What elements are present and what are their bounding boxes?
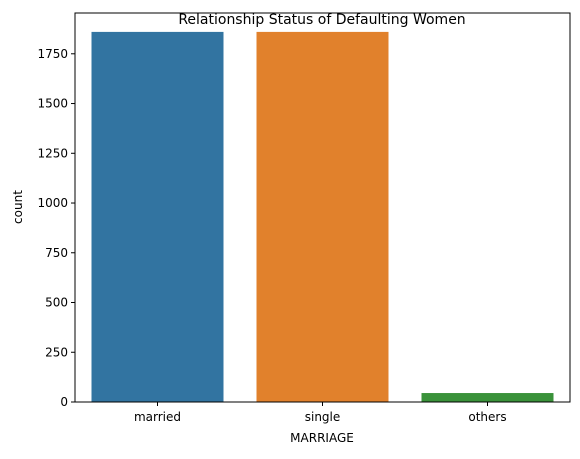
- x-tick-label-married: married: [134, 410, 181, 424]
- y-tick-label: 750: [45, 246, 68, 260]
- x-tick-label-single: single: [305, 410, 341, 424]
- bar-married: [91, 31, 224, 403]
- y-tick-label: 1750: [37, 47, 68, 61]
- bar-single: [256, 31, 389, 403]
- y-axis-label: count: [11, 190, 25, 224]
- plot-frame: [74, 12, 571, 403]
- x-tick-label-others: others: [468, 410, 506, 424]
- chart-title: Relationship Status of Defaulting Women: [178, 12, 465, 28]
- y-tick-label: 1000: [37, 196, 68, 210]
- x-axis-ticks: married single others: [134, 402, 507, 424]
- bar-others: [421, 393, 554, 402]
- y-axis-ticks: 0 250 500 750 1000 1250 1500 1750: [37, 47, 75, 409]
- y-tick-label: 250: [45, 345, 68, 359]
- x-axis-label: MARRIAGE: [290, 431, 354, 445]
- bars-group: [91, 31, 554, 403]
- y-tick-label: 500: [45, 296, 68, 310]
- y-tick-label: 0: [60, 395, 68, 409]
- y-tick-label: 1250: [37, 146, 68, 160]
- y-tick-label: 1500: [37, 97, 68, 111]
